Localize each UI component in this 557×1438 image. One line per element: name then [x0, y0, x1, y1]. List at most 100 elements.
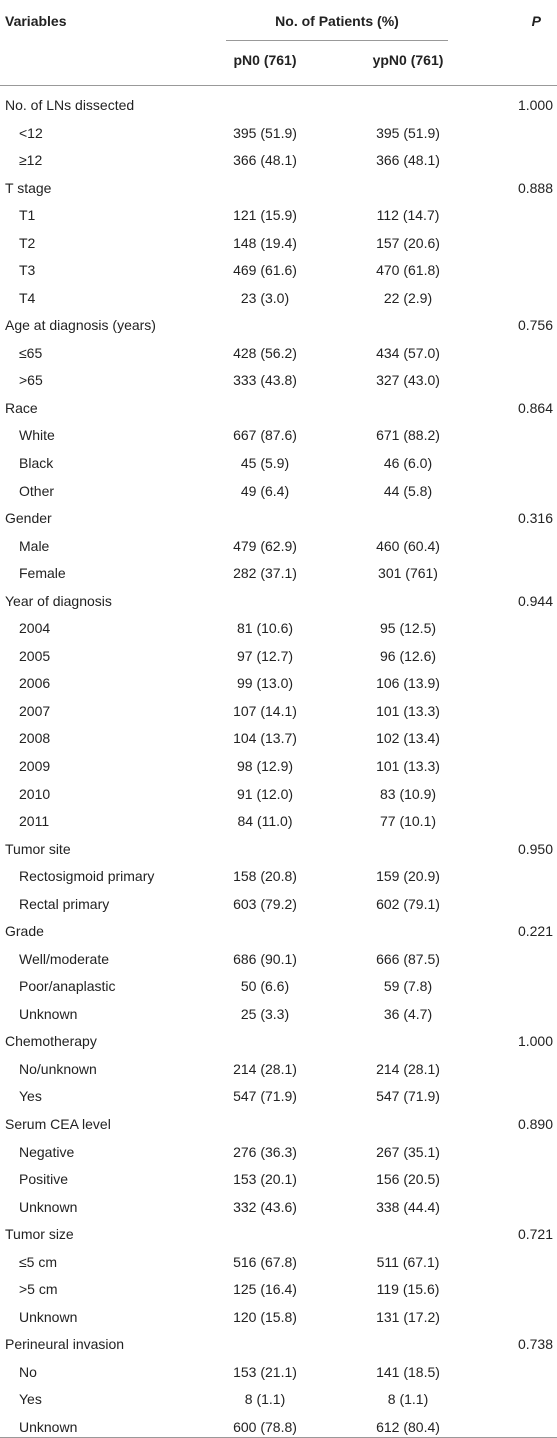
cell-ypn0: 77 (10.1) [379, 813, 437, 830]
cell-pn0: 81 (10.6) [236, 620, 294, 637]
cell-pn0: 98 (12.9) [236, 757, 294, 774]
header-col1: pN0 (761) [233, 52, 297, 68]
row-sublabel: >65 [19, 372, 43, 389]
cell-ypn0: 101 (13.3) [376, 757, 440, 774]
cell-ypn0: 141 (18.5) [376, 1363, 440, 1380]
cell-ypn0: 666 (87.5) [376, 950, 440, 967]
cell-pn0: 333 (43.8) [233, 372, 297, 389]
cell-pn0: 125 (16.4) [233, 1281, 297, 1298]
cell-pn0: 107 (14.1) [233, 702, 297, 719]
row-sublabel: Yes [19, 1391, 42, 1408]
row-label: Grade [5, 923, 44, 940]
cell-pn0: 50 (6.6) [240, 978, 290, 995]
row-sublabel: T4 [19, 289, 36, 306]
cell-ypn0: 112 (14.7) [376, 207, 440, 224]
cell-pn0: 121 (15.9) [233, 207, 297, 224]
cell-p: 0.756 [517, 317, 553, 334]
cell-pn0: 120 (15.8) [233, 1308, 297, 1325]
cell-pn0: 158 (20.8) [233, 868, 297, 885]
cell-ypn0: 106 (13.9) [376, 675, 440, 692]
cell-ypn0: 156 (20.5) [376, 1171, 440, 1188]
cell-ypn0: 96 (12.6) [379, 647, 437, 664]
row-label: Race [5, 399, 38, 416]
cell-p: 0.944 [517, 592, 553, 609]
cell-pn0: 428 (56.2) [233, 344, 297, 361]
cell-ypn0: 301 (761) [378, 565, 438, 582]
cell-ypn0: 214 (28.1) [376, 1060, 440, 1077]
cell-ypn0: 22 (2.9) [383, 289, 433, 306]
cell-pn0: 547 (71.9) [233, 1088, 297, 1105]
row-sublabel: Rectosigmoid primary [19, 868, 155, 885]
row-sublabel: Negative [19, 1143, 75, 1160]
cell-pn0: 153 (21.1) [233, 1363, 297, 1380]
row-label: Year of diagnosis [5, 592, 112, 609]
cell-pn0: 686 (90.1) [233, 950, 297, 967]
cell-ypn0: 366 (48.1) [376, 152, 440, 169]
cell-ypn0: 460 (60.4) [376, 537, 440, 554]
cell-pn0: 49 (6.4) [240, 482, 290, 499]
row-sublabel: 2010 [19, 785, 51, 802]
row-label: T stage [5, 179, 52, 196]
cell-ypn0: 59 (7.8) [383, 978, 433, 995]
row-sublabel: Unknown [19, 1005, 78, 1022]
row-label: Chemotherapy [5, 1033, 97, 1050]
cell-ypn0: 671 (88.2) [376, 427, 440, 444]
cell-pn0: 516 (67.8) [233, 1253, 297, 1270]
row-sublabel: Other [19, 482, 55, 499]
cell-p: 0.316 [517, 510, 553, 527]
row-sublabel: No [19, 1363, 37, 1380]
cell-ypn0: 395 (51.9) [376, 124, 440, 141]
row-sublabel: 2009 [19, 757, 51, 774]
cell-pn0: 25 (3.3) [240, 1005, 290, 1022]
cell-ypn0: 327 (43.0) [376, 372, 440, 389]
cell-pn0: 603 (79.2) [233, 895, 297, 912]
row-sublabel: <12 [19, 124, 43, 141]
header-p: P [531, 13, 541, 29]
cell-pn0: 395 (51.9) [233, 124, 297, 141]
cell-ypn0: 119 (15.6) [376, 1281, 440, 1298]
row-label: Age at diagnosis (years) [5, 317, 156, 334]
cell-p: 0.721 [517, 1226, 553, 1243]
row-sublabel: ≥12 [19, 152, 43, 169]
row-sublabel: No/unknown [19, 1060, 97, 1077]
cell-ypn0: 101 (13.3) [376, 702, 440, 719]
cell-pn0: 600 (78.8) [233, 1418, 297, 1435]
cell-pn0: 153 (20.1) [233, 1171, 297, 1188]
cell-ypn0: 338 (44.4) [376, 1198, 440, 1215]
cell-pn0: 214 (28.1) [233, 1060, 297, 1077]
cell-pn0: 99 (13.0) [236, 675, 294, 692]
cell-pn0: 366 (48.1) [233, 152, 297, 169]
cell-ypn0: 46 (6.0) [383, 455, 433, 472]
cell-ypn0: 602 (79.1) [376, 895, 440, 912]
cell-p: 0.890 [517, 1115, 553, 1132]
row-sublabel: T1 [19, 207, 36, 224]
row-sublabel: 2007 [19, 702, 51, 719]
row-sublabel: 2008 [19, 730, 51, 747]
row-sublabel: 2011 [19, 813, 50, 830]
cell-ypn0: 83 (10.9) [379, 785, 437, 802]
row-label: Gender [5, 510, 52, 527]
row-sublabel: Well/moderate [19, 950, 110, 967]
row-sublabel: Unknown [19, 1198, 78, 1215]
cell-pn0: 104 (13.7) [233, 730, 297, 747]
row-sublabel: 2005 [19, 647, 51, 664]
row-sublabel: Rectal primary [19, 895, 110, 912]
cell-p: 1.000 [517, 97, 553, 113]
row-label: No. of LNs dissected [5, 97, 135, 113]
cell-pn0: 91 (12.0) [236, 785, 294, 802]
cell-p: 0.950 [517, 840, 553, 857]
cell-ypn0: 267 (35.1) [376, 1143, 440, 1160]
row-sublabel: White [19, 427, 55, 444]
cell-p: 0.738 [517, 1336, 553, 1353]
row-label: Perineural invasion [5, 1336, 125, 1353]
cell-pn0: 469 (61.6) [233, 262, 297, 279]
header-rule [0, 85, 557, 86]
cell-p: 0.221 [517, 923, 553, 940]
row-sublabel: Male [19, 537, 50, 554]
cell-ypn0: 102 (13.4) [376, 730, 440, 747]
row-sublabel: ≤65 [19, 344, 43, 361]
cell-ypn0: 159 (20.9) [376, 868, 440, 885]
cell-ypn0: 511 (67.1) [376, 1253, 440, 1270]
row-sublabel: Unknown [19, 1418, 78, 1435]
cell-ypn0: 44 (5.8) [383, 482, 433, 499]
